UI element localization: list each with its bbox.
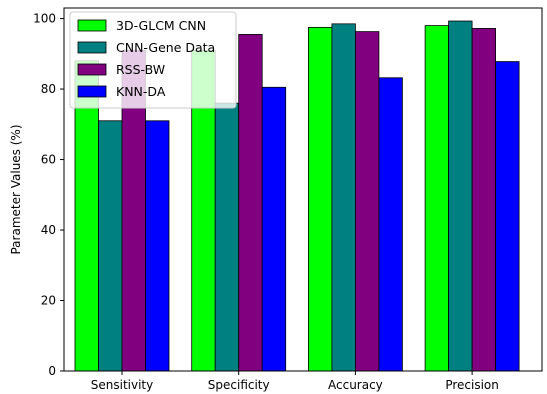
x-axis: Sensitivity Specificity Accuracy Precision: [91, 371, 499, 392]
y-tick-label: 100: [33, 12, 56, 26]
bar-knn-da-sensitivity: [145, 120, 170, 372]
bars-group: [74, 20, 520, 372]
legend-swatch: [77, 63, 107, 76]
bar-rss-bw-precision: [471, 28, 497, 372]
legend-label: 3D-GLCM CNN: [116, 18, 206, 33]
x-tick-label: Specificity: [208, 378, 270, 392]
bar-cnn-gene-data-accuracy: [331, 23, 356, 372]
y-axis-title: Parameter Values (%): [9, 124, 23, 254]
x-tick-label: Precision: [445, 378, 499, 392]
legend-swatch: [77, 41, 107, 54]
y-tick-label: 0: [48, 364, 56, 378]
y-tick-label: 60: [41, 153, 56, 167]
y-tick-label: 80: [41, 82, 56, 96]
y-tick-label: 40: [41, 223, 56, 237]
bar-knn-da-specificity: [261, 86, 287, 372]
y-tick-label: 20: [41, 294, 56, 308]
bar-3d-glcm-cnn-precision: [424, 25, 450, 372]
y-axis: 0 20 40 60 80 100: [33, 12, 64, 378]
legend-label: CNN-Gene Data: [116, 40, 215, 55]
plot-frame: [63, 7, 543, 372]
bar-knn-da-precision: [495, 61, 520, 372]
legend-box: [69, 11, 237, 109]
x-tick-label: Sensitivity: [91, 378, 153, 392]
legend-label: KNN-DA: [116, 84, 166, 99]
bar-cnn-gene-data-precision: [448, 20, 473, 372]
legend-label: RSS-BW: [116, 62, 165, 77]
bar-cnn-gene-data-specificity: [214, 102, 240, 372]
bar-cnn-gene-data-sensitivity: [98, 120, 123, 372]
x-tick-label: Accuracy: [328, 378, 383, 392]
legend-swatch: [77, 19, 107, 32]
bar-rss-bw-specificity: [238, 34, 263, 372]
legend: 3D-GLCM CNN CNN-Gene Data RSS-BW KNN-DA: [69, 11, 237, 109]
bar-3d-glcm-cnn-accuracy: [307, 26, 333, 372]
bar-rss-bw-accuracy: [354, 31, 380, 372]
bar-knn-da-accuracy: [378, 77, 403, 372]
legend-swatch: [77, 85, 107, 98]
